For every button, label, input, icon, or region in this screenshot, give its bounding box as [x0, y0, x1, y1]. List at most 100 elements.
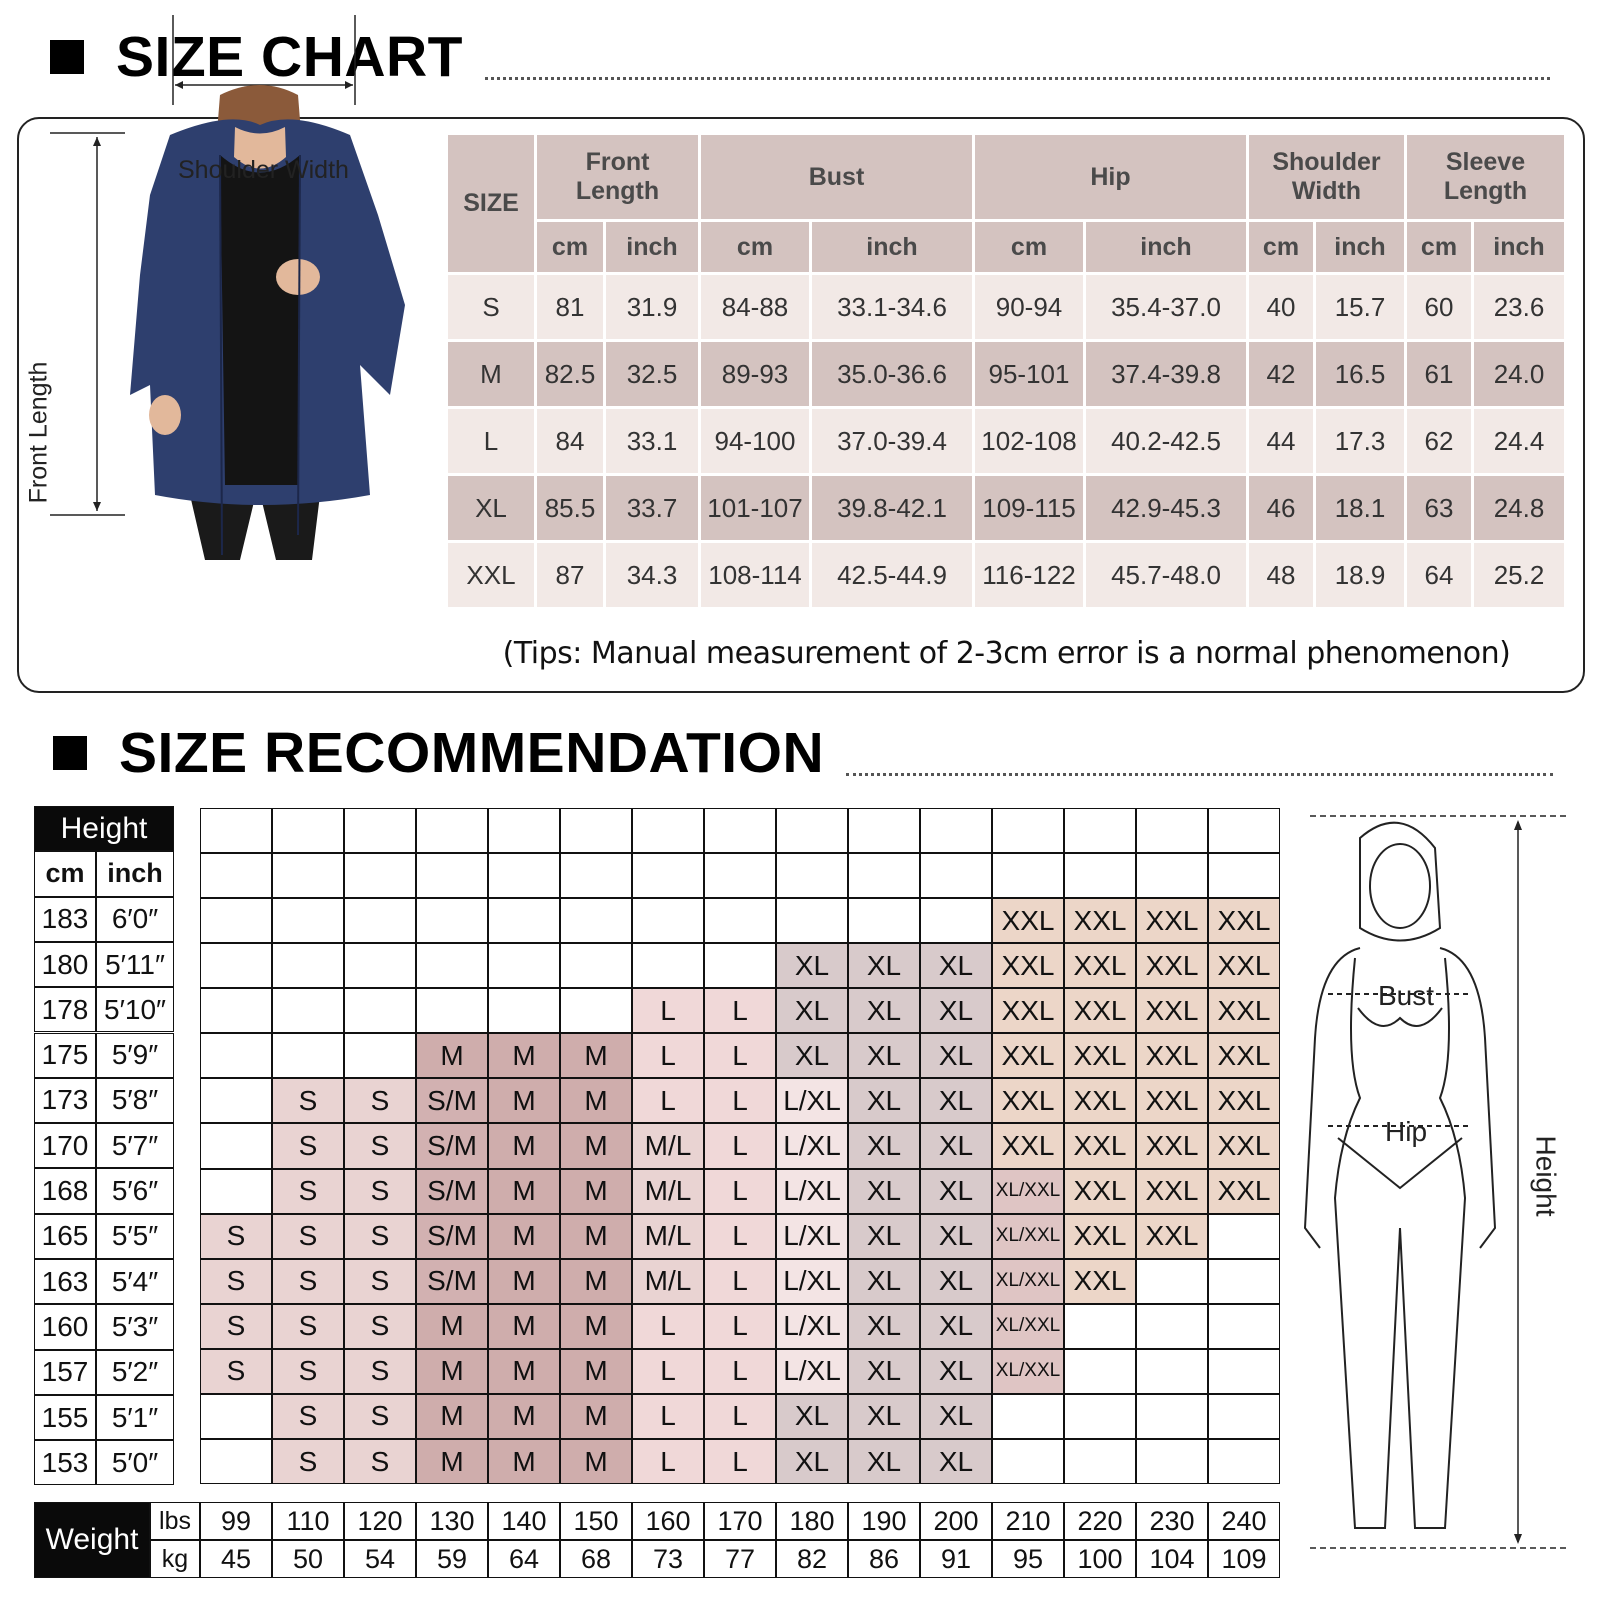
empty-cell — [704, 898, 776, 944]
empty-cell — [416, 943, 488, 989]
size-cell: XL — [920, 1078, 992, 1124]
size-cell: XXL — [1208, 988, 1280, 1034]
size-cell: S/M — [416, 1168, 488, 1214]
height-cm: 160 — [34, 1304, 96, 1350]
height-cm: 183 — [34, 896, 96, 942]
size-cell: XXL — [1064, 1213, 1136, 1259]
size-value: 94-100 — [701, 409, 809, 473]
shoulder-width-label: Shoulder Width — [178, 156, 349, 184]
weight-header: Weight — [34, 1502, 150, 1578]
empty-cell — [416, 808, 488, 854]
size-value: 102-108 — [975, 409, 1083, 473]
unit-header: inch — [606, 222, 698, 272]
size-cell: XXL — [1208, 1123, 1280, 1169]
unit-header: inch — [1316, 222, 1404, 272]
weight-kg: 54 — [344, 1540, 416, 1578]
size-cell: M — [560, 1303, 632, 1349]
height-cm: 170 — [34, 1123, 96, 1169]
size-cell: XL — [920, 1348, 992, 1394]
size-cell: L — [704, 1123, 776, 1169]
size-value: 32.5 — [606, 342, 698, 406]
height-inch: 5′11″ — [96, 941, 174, 988]
size-value: 37.0-39.4 — [812, 409, 972, 473]
weight-kg: 104 — [1136, 1540, 1208, 1578]
empty-cell — [272, 853, 344, 899]
size-value: 89-93 — [701, 342, 809, 406]
size-cell: L — [632, 1348, 704, 1394]
empty-cell — [200, 898, 272, 944]
size-cell: M — [416, 1303, 488, 1349]
group-header: Sleeve Length — [1407, 135, 1564, 219]
size-cell: XL — [848, 1123, 920, 1169]
empty-cell — [560, 853, 632, 899]
front-length-label: Front Length — [24, 361, 53, 504]
height-inch: 5′4″ — [96, 1259, 174, 1305]
size-cell: XL — [848, 1213, 920, 1259]
height-inch: 5′1″ — [96, 1394, 174, 1441]
size-value: 44 — [1249, 409, 1313, 473]
size-value: 25.2 — [1474, 543, 1564, 607]
size-cell: M — [560, 1078, 632, 1124]
size-value: 62 — [1407, 409, 1471, 473]
weight-kg: 64 — [488, 1540, 560, 1578]
size-value: 82.5 — [537, 342, 603, 406]
size-label: M — [448, 342, 534, 406]
size-cell: XL — [848, 1078, 920, 1124]
empty-cell — [344, 853, 416, 899]
weight-lbs: 130 — [416, 1502, 488, 1540]
size-cell: L — [632, 1438, 704, 1485]
size-cell: XL — [920, 1303, 992, 1349]
size-cell: XXL — [1136, 1168, 1208, 1214]
size-cell: XXL — [992, 1033, 1064, 1079]
empty-cell — [344, 808, 416, 854]
heading-dotted-rule — [846, 773, 1553, 776]
size-cell: XL — [848, 1033, 920, 1079]
size-cell: S — [344, 1303, 416, 1349]
size-cell: M — [416, 1393, 488, 1439]
empty-cell — [920, 853, 992, 899]
size-cell: M/L — [632, 1258, 704, 1304]
size-cell: L — [632, 1303, 704, 1349]
height-inch: 5′6″ — [96, 1168, 174, 1214]
size-value: 42.5-44.9 — [812, 543, 972, 607]
size-cell: XL — [848, 1393, 920, 1439]
size-value: 16.5 — [1316, 342, 1404, 406]
size-cell: M — [488, 1393, 560, 1439]
height-cm: 168 — [34, 1168, 96, 1214]
empty-cell — [848, 898, 920, 944]
size-cell: M — [488, 1303, 560, 1349]
weight-kg: 77 — [704, 1540, 776, 1578]
empty-cell — [992, 808, 1064, 854]
size-cell: M — [416, 1348, 488, 1394]
unit-header: cm — [975, 222, 1083, 272]
size-recommendation-heading: SIZE RECOMMENDATION — [53, 718, 1553, 788]
weight-lbs: 99 — [200, 1502, 272, 1540]
size-cell: M — [560, 1438, 632, 1485]
empty-cell — [560, 898, 632, 944]
size-value: 39.8-42.1 — [812, 476, 972, 540]
size-cell: S/M — [416, 1078, 488, 1124]
empty-cell — [776, 808, 848, 854]
size-cell: XXL — [1064, 1123, 1136, 1169]
size-cell: XXL — [1064, 1033, 1136, 1079]
hip-label: Hip — [1385, 1116, 1428, 1147]
size-cell: XL — [920, 1213, 992, 1259]
size-cell: S — [272, 1303, 344, 1349]
empty-cell — [632, 808, 704, 854]
size-cell: L — [704, 1078, 776, 1124]
size-cell: M — [560, 1348, 632, 1394]
empty-cell — [560, 808, 632, 854]
size-cell: M — [416, 1438, 488, 1485]
size-cell: XXL — [1208, 1033, 1280, 1079]
size-cell: XXL — [1208, 1078, 1280, 1124]
kg-header: kg — [150, 1540, 200, 1578]
empty-cell — [416, 853, 488, 899]
size-value: 24.4 — [1474, 409, 1564, 473]
size-cell: M — [416, 1033, 488, 1079]
weight-lbs: 120 — [344, 1502, 416, 1540]
inch-header: inch — [96, 851, 174, 897]
empty-cell — [992, 853, 1064, 899]
empty-cell — [632, 853, 704, 899]
weight-lbs: 240 — [1208, 1502, 1280, 1540]
size-cell: L — [632, 988, 704, 1034]
